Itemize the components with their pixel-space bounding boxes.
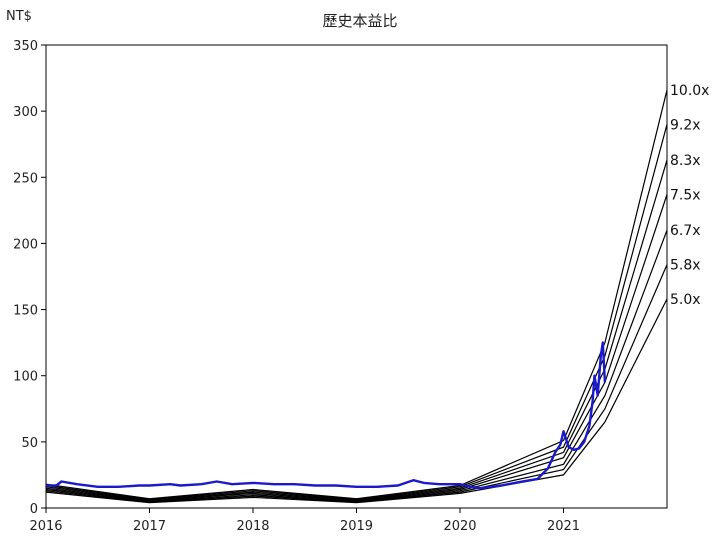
pe-band-line: [45, 264, 668, 503]
pe-band-label: 5.0x: [670, 292, 701, 308]
pe-band-line: [45, 298, 668, 504]
y-tick-label: 0: [30, 502, 38, 517]
y-tick-label: 200: [13, 237, 38, 252]
y-axis-ticks: 0 50 100 150 200 250 300 350: [13, 39, 46, 517]
pe-band-label: 10.0x: [670, 83, 709, 99]
y-axis-unit-label: NT$: [6, 9, 32, 24]
pe-band-line: [45, 89, 668, 500]
x-axis-ticks: 2016 2017 2018 2019 2020 2021: [29, 508, 580, 534]
y-tick-label: 50: [21, 436, 38, 451]
pe-band-lines: [45, 89, 668, 504]
price-line: [46, 341, 607, 490]
y-tick-label: 350: [13, 39, 38, 54]
x-tick-label: 2017: [133, 519, 166, 534]
y-tick-label: 250: [13, 171, 38, 186]
x-tick-label: 2016: [29, 519, 62, 534]
y-tick-label: 100: [13, 370, 38, 385]
x-tick-label: 2020: [443, 519, 476, 534]
pe-band-label: 6.7x: [670, 223, 701, 239]
pe-band-line: [45, 229, 668, 503]
x-tick-label: 2019: [340, 519, 373, 534]
pe-band-label: 5.8x: [670, 258, 701, 274]
pe-band-labels: 5.0x 5.8x 6.7x 7.5x 8.3x 9.2x 10.0x: [670, 83, 709, 308]
pe-band-label: 7.5x: [670, 187, 701, 203]
pe-band-line: [45, 124, 668, 501]
y-tick-label: 150: [13, 304, 38, 319]
x-tick-label: 2018: [236, 519, 269, 534]
x-tick-label: 2021: [547, 519, 580, 534]
price-series: [46, 341, 607, 490]
pe-band-label: 8.3x: [670, 153, 701, 169]
y-tick-label: 300: [13, 105, 38, 120]
pe-band-label: 9.2x: [670, 117, 701, 133]
chart-title: 歷史本益比: [322, 12, 397, 30]
